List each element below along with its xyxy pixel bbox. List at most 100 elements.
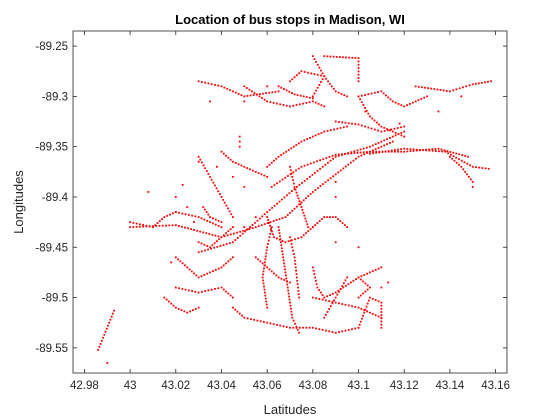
bus-stop-marker: [295, 325, 298, 328]
bus-stop-marker: [327, 80, 329, 83]
bus-stop-marker: [305, 326, 308, 329]
bus-stop-marker: [174, 224, 177, 227]
bus-stop-marker: [296, 194, 299, 197]
bus-stop-marker: [152, 225, 154, 228]
bus-stop-marker: [207, 248, 209, 251]
bus-stop-marker: [227, 292, 230, 295]
bus-stop-marker: [243, 186, 246, 188]
bus-stop-marker: [323, 105, 326, 108]
bus-stop-marker: [314, 101, 317, 104]
bus-stop-marker: [321, 294, 324, 296]
bus-stop-marker: [449, 153, 452, 156]
bus-stop-marker: [217, 84, 220, 87]
bus-stop-marker: [369, 296, 371, 299]
bus-stop-marker: [403, 147, 406, 150]
bus-stop-marker: [352, 279, 355, 282]
bus-stop-marker: [290, 310, 293, 313]
bus-stop-marker: [367, 112, 370, 115]
bus-stop-marker: [184, 226, 186, 229]
bus-stop-marker: [321, 165, 324, 168]
bus-stop-marker: [276, 102, 278, 105]
bus-stop-marker: [280, 154, 283, 156]
bus-stop-marker: [174, 256, 177, 259]
bus-stop-marker: [326, 216, 329, 218]
bus-stop-marker: [337, 171, 340, 174]
bus-stop-marker: [278, 200, 281, 203]
bus-stop-marker: [369, 311, 371, 314]
bus-stop-marker: [334, 180, 337, 183]
bus-stop-marker: [200, 250, 203, 253]
bus-stop-marker: [210, 83, 213, 86]
bus-stop-marker: [292, 249, 294, 252]
y-axis: -89.25 -89.3 -89.35 -89.4 -89.45 -89.5 -89.55: [35, 41, 507, 355]
bus-stop-marker: [293, 188, 296, 190]
bus-stop-marker: [295, 74, 298, 77]
bus-stop-marker: [239, 234, 242, 237]
bus-stop-marker: [251, 227, 254, 229]
bus-stop-marker: [298, 331, 301, 334]
bus-stop-marker: [161, 224, 164, 227]
bus-stop-marker: [207, 82, 210, 85]
bus-stop-marker: [187, 227, 189, 230]
bus-stop-marker: [297, 237, 300, 240]
bus-stop-marker: [272, 233, 274, 236]
bus-stop-marker: [452, 155, 455, 158]
bus-stop-marker: [357, 296, 360, 299]
bus-stop-marker: [174, 306, 177, 309]
bus-stop-marker: [184, 264, 186, 267]
bus-stop-marker: [190, 228, 192, 231]
bus-stop-marker: [264, 297, 267, 300]
bus-stop-marker: [129, 226, 132, 229]
bus-stop-marker: [448, 155, 451, 158]
bus-stop-marker: [291, 78, 294, 81]
bus-stop-marker: [246, 95, 249, 97]
bus-stop-marker: [302, 234, 305, 237]
bus-stop-marker: [307, 226, 310, 229]
bus-stop-marker: [289, 239, 292, 242]
bus-stop-marker: [142, 224, 145, 226]
bus-stop-marker: [338, 290, 340, 293]
bus-stop-marker: [279, 324, 282, 327]
bus-stop-marker: [281, 253, 284, 256]
bus-stop-marker: [296, 283, 299, 286]
bus-stop-marker: [323, 55, 326, 58]
bus-stop-marker: [285, 104, 288, 107]
bus-stop-marker: [369, 115, 371, 118]
bus-stop-marker: [393, 127, 396, 130]
bus-stop-marker: [214, 234, 217, 237]
bus-stop-marker: [397, 103, 400, 105]
bus-stop-marker: [363, 274, 366, 276]
bus-stop-marker: [263, 223, 266, 226]
bus-stop-marker: [103, 333, 106, 336]
bus-stop-marker: [311, 55, 314, 58]
bus-stop-marker: [317, 133, 320, 135]
bus-stop-marker: [220, 221, 223, 224]
bus-stop-marker: [477, 82, 480, 85]
bus-stop-marker: [272, 220, 275, 223]
bus-stop-marker: [214, 218, 217, 221]
x-axis-label: Latitudes: [264, 402, 317, 417]
x-tick-label: 43.12: [390, 380, 419, 392]
bus-stop-marker: [347, 304, 350, 307]
bus-stop-marker: [394, 101, 397, 104]
bus-stop-marker: [262, 273, 264, 276]
bus-stop-marker: [334, 301, 337, 304]
bus-stop-marker: [364, 110, 367, 113]
bus-stop-marker: [321, 78, 324, 81]
bus-stop-marker: [364, 125, 366, 128]
bus-stop-marker: [291, 190, 293, 192]
bus-stop-marker: [240, 94, 243, 97]
bus-stop-marker: [280, 244, 283, 247]
bus-stop-marker: [249, 94, 252, 97]
bus-stop-marker: [288, 90, 291, 93]
bus-stop-marker: [320, 74, 322, 77]
bus-stop-marker: [268, 209, 271, 211]
bus-stop-marker: [298, 72, 301, 75]
bus-stop-marker: [231, 175, 234, 178]
bus-stop-marker: [263, 267, 265, 270]
bus-stop-marker: [366, 310, 368, 313]
bus-stop-marker: [306, 177, 309, 180]
bus-stop-marker: [364, 282, 367, 285]
bus-stop-marker: [409, 103, 411, 105]
bus-stop-marker: [269, 224, 271, 227]
